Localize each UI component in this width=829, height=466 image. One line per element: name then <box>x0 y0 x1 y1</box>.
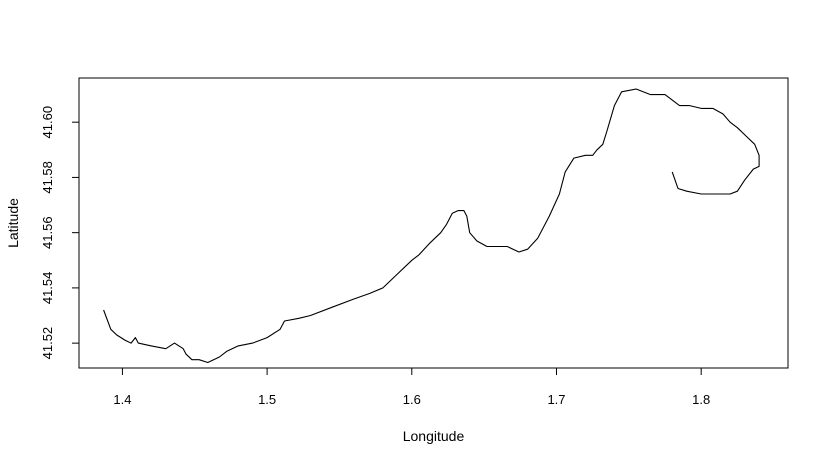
x-tick-label: 1.6 <box>403 392 421 407</box>
y-tick-label: 41.56 <box>40 216 55 249</box>
x-tick-label: 1.4 <box>113 392 131 407</box>
x-tick-label: 1.7 <box>547 392 565 407</box>
x-axis: 1.4 1.5 1.6 1.7 1.8 <box>113 367 710 407</box>
x-tick-label: 1.8 <box>692 392 710 407</box>
y-tick-label: 41.52 <box>40 327 55 360</box>
x-tick-label: 1.5 <box>258 392 276 407</box>
y-tick-label: 41.60 <box>40 106 55 139</box>
y-tick-label: 41.58 <box>40 161 55 194</box>
y-axis-title: Latitude <box>5 198 21 248</box>
y-tick-label: 41.54 <box>40 272 55 305</box>
y-axis: 41.52 41.54 41.56 41.58 41.60 <box>40 106 80 360</box>
plot-frame <box>78 77 789 369</box>
series-line <box>103 88 760 364</box>
x-axis-title: Longitude <box>403 428 465 444</box>
